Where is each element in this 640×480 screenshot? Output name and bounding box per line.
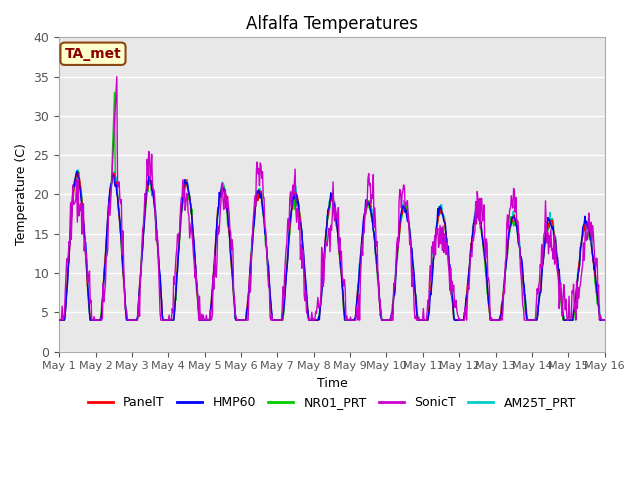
NR01_PRT xyxy=(601,317,609,323)
SonicT xyxy=(206,307,214,312)
Line: NR01_PRT: NR01_PRT xyxy=(59,92,605,320)
HMP60 xyxy=(399,203,406,209)
NR01_PRT xyxy=(111,89,118,95)
SonicT xyxy=(177,195,185,201)
PanelT xyxy=(399,205,406,211)
NR01_PRT xyxy=(122,314,130,320)
NR01_PRT xyxy=(177,209,185,215)
Text: TA_met: TA_met xyxy=(65,47,122,61)
AM25T_PRT xyxy=(55,317,63,323)
Y-axis label: Temperature (C): Temperature (C) xyxy=(15,144,28,245)
HMP60 xyxy=(122,306,130,312)
Line: HMP60: HMP60 xyxy=(59,171,605,320)
PanelT xyxy=(109,170,117,176)
SonicT xyxy=(122,307,130,313)
AM25T_PRT xyxy=(206,314,214,320)
X-axis label: Time: Time xyxy=(317,377,348,390)
HMP60 xyxy=(55,317,63,323)
SonicT xyxy=(55,317,63,323)
AM25T_PRT xyxy=(415,317,422,323)
Line: SonicT: SonicT xyxy=(59,77,605,320)
HMP60 xyxy=(74,168,81,174)
SonicT xyxy=(399,188,406,194)
SonicT xyxy=(601,317,609,323)
NR01_PRT xyxy=(206,317,214,323)
PanelT xyxy=(55,317,63,323)
AM25T_PRT xyxy=(601,317,609,323)
SonicT xyxy=(415,314,422,320)
PanelT xyxy=(65,254,73,260)
AM25T_PRT xyxy=(122,314,130,320)
PanelT xyxy=(122,312,130,317)
PanelT xyxy=(206,317,214,323)
PanelT xyxy=(415,317,422,323)
Legend: PanelT, HMP60, NR01_PRT, SonicT, AM25T_PRT: PanelT, HMP60, NR01_PRT, SonicT, AM25T_P… xyxy=(83,391,580,414)
Line: AM25T_PRT: AM25T_PRT xyxy=(59,170,605,320)
HMP60 xyxy=(206,313,214,319)
Title: Alfalfa Temperatures: Alfalfa Temperatures xyxy=(246,15,418,33)
NR01_PRT xyxy=(55,317,63,323)
NR01_PRT xyxy=(399,209,406,215)
NR01_PRT xyxy=(65,242,73,248)
AM25T_PRT xyxy=(177,210,185,216)
HMP60 xyxy=(601,317,609,323)
Line: PanelT: PanelT xyxy=(59,173,605,320)
AM25T_PRT xyxy=(399,203,406,208)
SonicT xyxy=(113,74,121,80)
PanelT xyxy=(177,210,185,216)
NR01_PRT xyxy=(415,317,422,323)
AM25T_PRT xyxy=(65,248,73,253)
HMP60 xyxy=(65,259,73,265)
PanelT xyxy=(601,317,609,323)
AM25T_PRT xyxy=(74,167,82,173)
SonicT xyxy=(65,239,73,244)
HMP60 xyxy=(177,212,185,217)
HMP60 xyxy=(415,317,422,323)
